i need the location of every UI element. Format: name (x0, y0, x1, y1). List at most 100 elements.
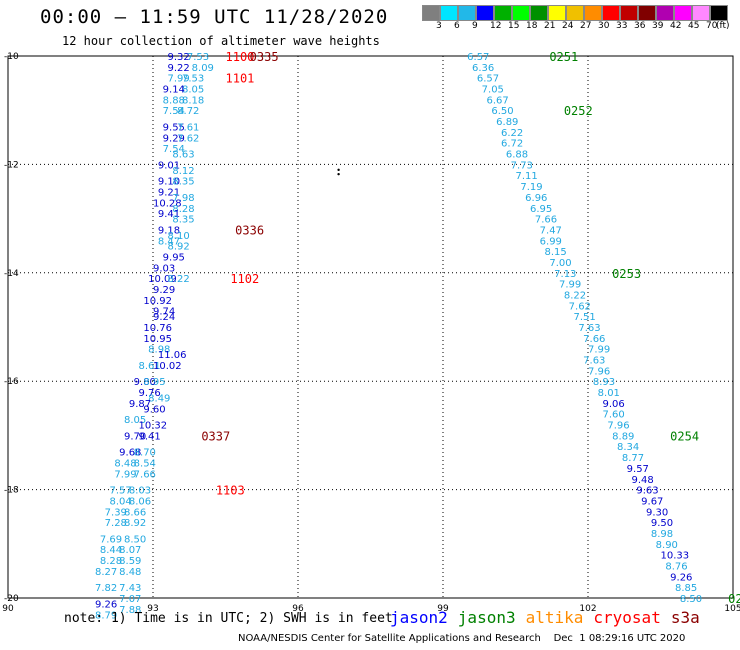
colorbar-swatch (602, 5, 620, 21)
y-tick-label: -14 (4, 269, 19, 279)
swh-value: 7.62 (569, 301, 591, 312)
colorbar-labels: 3 6 9 12 15 18 21 24 27 30 33 36 39 42 45 70 (ft) (422, 21, 740, 35)
colorbar-tick-label: 21 (544, 21, 556, 31)
time-label: 1103 (216, 484, 245, 498)
colorbar-swatch (692, 5, 710, 21)
swh-value: 9.68 (119, 448, 141, 459)
swh-value: 7.66 (583, 334, 605, 345)
legend-item-jason3: jason3 (457, 608, 516, 627)
colorbar-swatch (638, 5, 656, 21)
swh-value: 7.66 (535, 215, 557, 226)
swh-value: 7.53 (182, 74, 204, 85)
colorbar-swatch (458, 5, 476, 21)
swh-value: 7.63 (578, 323, 600, 334)
time-label: 0253 (612, 267, 641, 281)
swh-value: 8.76 (665, 561, 687, 572)
swh-value: 9.32 (168, 52, 190, 63)
swh-value: 8.50 (680, 594, 702, 605)
time-label: 0252 (564, 104, 593, 118)
colorbar-tick-label: 30 (598, 21, 610, 31)
swh-value: 8.34 (617, 442, 639, 453)
swh-value: 8.49 (148, 393, 170, 404)
swh-value: 7.63 (583, 356, 605, 367)
swh-value: 9.70 (124, 431, 146, 442)
time-label: 0255 (728, 592, 740, 606)
swh-value: 9.63 (636, 486, 658, 497)
colorbar-swatch (620, 5, 638, 21)
footer-note: note: 1) Time is in UTC; 2) SWH is in fe… (64, 611, 393, 626)
swh-value: 8.61 (139, 361, 161, 372)
swh-value: 9.10 (158, 177, 180, 188)
swh-value: 9.29 (163, 133, 185, 144)
swh-value: 7.99 (114, 469, 136, 480)
swh-value: 8.85 (675, 583, 697, 594)
swh-value: 6.57 (477, 74, 499, 85)
legend-item-altika: altika (525, 608, 584, 627)
colorbar-swatch (548, 5, 566, 21)
swh-value: 8.66 (124, 507, 146, 518)
swh-value: 6.22 (501, 128, 523, 139)
y-tick-label: -16 (4, 377, 19, 387)
colorbar-tick-label: 12 (490, 21, 502, 31)
swh-value: 7.99 (588, 345, 610, 356)
swh-value: 7.69 (100, 534, 122, 545)
swh-value: 7.82 (95, 583, 117, 594)
swh-value: 7.66 (134, 469, 156, 480)
colorbar-tick-label: 6 (454, 21, 460, 31)
time-label: 1100 (226, 50, 255, 64)
x-tick-label: 93 (147, 604, 158, 614)
colorbar-swatch (512, 5, 530, 21)
footer-credit: NOAA/NESDIS Center for Satellite Applica… (238, 633, 686, 644)
swh-value: 8.04 (110, 496, 132, 507)
legend-item-cryosat: cryosat (593, 608, 661, 627)
swh-value: 7.54 (163, 144, 185, 155)
swh-value: 7.62 (177, 133, 199, 144)
colorbar-tick-label: 45 (688, 21, 700, 31)
y-tick-label: -12 (4, 160, 19, 170)
colorbar-tick-label: 24 (562, 21, 574, 31)
colorbar-tick-label: 3 (436, 21, 442, 31)
swh-value: 7.54 (163, 106, 185, 117)
page-title: 00:00 – 11:59 UTC 11/28/2020 (40, 6, 389, 28)
swh-value: 7.28 (105, 518, 127, 529)
swh-value: 9.01 (158, 160, 180, 171)
time-label: 0337 (201, 429, 230, 443)
colorbar-tick-label: 36 (634, 21, 646, 31)
swh-value: 8.28 (172, 204, 194, 215)
swh-value: 9.48 (632, 475, 654, 486)
swh-value: 7.43 (119, 583, 141, 594)
swh-value: 8.77 (622, 453, 644, 464)
swh-value: 6.88 (506, 150, 528, 161)
colorbar-swatch (566, 5, 584, 21)
swh-value: 8.35 (172, 215, 194, 226)
swh-value: 7.96 (588, 366, 610, 377)
colorbar-swatch (476, 5, 494, 21)
swh-value: 9.03 (153, 263, 175, 274)
colorbar-swatch (494, 5, 512, 21)
swh-value: 7.73 (511, 160, 533, 171)
colorbar-tick-label: 33 (616, 21, 628, 31)
swh-value: 6.36 (472, 63, 494, 74)
swh-value: 7.57 (110, 486, 132, 497)
swh-value: 8.89 (612, 431, 634, 442)
swh-value: 8.12 (172, 166, 194, 177)
swh-value: 8.22 (564, 290, 586, 301)
swh-value: 9.57 (627, 464, 649, 475)
swh-value: 9.74 (153, 307, 175, 318)
swh-value: 8.10 (168, 231, 190, 242)
swh-value: 6.67 (487, 95, 509, 106)
swh-value: 8.93 (593, 377, 615, 388)
swh-value: 9.26 (95, 599, 117, 610)
land-marker (337, 168, 340, 172)
swh-value: 8.06 (129, 496, 151, 507)
swh-value: 7.39 (105, 507, 127, 518)
y-tick-label: -20 (4, 594, 19, 604)
swh-value: 7.98 (172, 193, 194, 204)
swh-value: 8.95 (143, 377, 165, 388)
swh-value: 9.26 (670, 572, 692, 583)
swh-value: 9.18 (158, 225, 180, 236)
swh-value: 9.14 (163, 85, 185, 96)
colorbar-swatch (440, 5, 458, 21)
swh-value: 6.50 (491, 106, 513, 117)
